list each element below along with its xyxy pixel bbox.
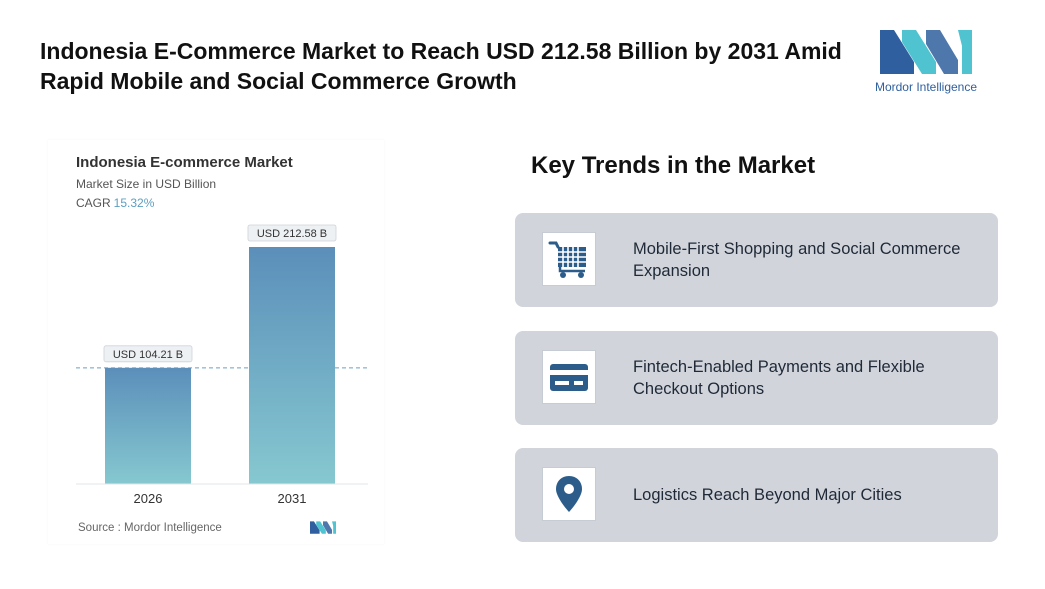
trend-label: Fintech-Enabled Payments and Flexible Ch… — [633, 358, 925, 398]
trend-label: Mobile-First Shopping and Social Commerc… — [633, 240, 961, 280]
trend-card-mobile-shopping: Mobile-First Shopping and Social Commerc… — [515, 213, 998, 307]
mordor-intelligence-logo: Mordor Intelligence — [870, 26, 982, 96]
chart-panel: USD 104.21 B 2026 USD 212.58 B 2031 Indones… — [48, 140, 384, 544]
location-pin-icon — [556, 476, 582, 512]
logo-mark-icon — [880, 30, 972, 74]
x-tick-label: 2026 — [134, 491, 163, 506]
trend-icon-box — [542, 350, 596, 404]
credit-card-icon — [550, 364, 588, 391]
data-label: USD 104.21 B — [113, 349, 183, 361]
bar-chart: USD 104.21 B 2026 USD 212.58 B 2031 — [76, 224, 368, 506]
chart-cagr: CAGR 15.32% — [76, 196, 154, 210]
data-label-box — [247, 224, 337, 242]
chart-subtitle: Market Size in USD Billion — [76, 177, 217, 191]
chart-title: Indonesia E-commerce Market — [76, 154, 293, 171]
trend-icon-box — [542, 232, 596, 286]
data-label-box — [103, 345, 193, 363]
logo-text: Mordor Intelligence — [874, 80, 978, 94]
chart-source: Source : Mordor Intelligence — [78, 522, 222, 534]
mini-logo-icon — [310, 521, 336, 534]
trend-label: Logistics Reach Beyond Major Cities — [633, 486, 902, 504]
cagr-label: CAGR — [76, 196, 111, 210]
trend-icon-box — [542, 467, 596, 521]
bar-2026 — [105, 367, 191, 484]
page-title: Indonesia E-Commerce Market to Reach USD… — [40, 38, 842, 94]
bar-2031 — [249, 247, 335, 484]
trend-card-logistics-reach: Logistics Reach Beyond Major Cities — [515, 448, 998, 542]
shopping-cart-icon — [548, 241, 586, 278]
trend-card-fintech-payments: Fintech-Enabled Payments and Flexible Ch… — [515, 331, 998, 425]
x-tick-label: 2031 — [278, 491, 307, 506]
data-label: USD 212.58 B — [257, 228, 327, 240]
trends-title: Key Trends in the Market — [531, 152, 816, 179]
cagr-value: 15.32% — [113, 196, 155, 210]
